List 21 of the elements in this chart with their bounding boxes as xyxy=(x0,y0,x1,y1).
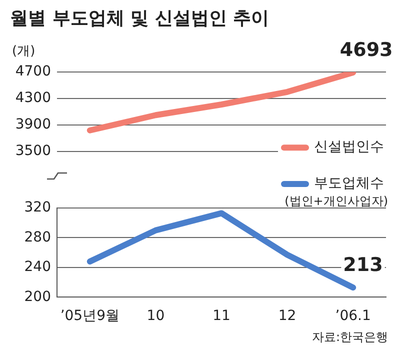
y-tick-label: 3500 xyxy=(15,143,51,160)
x-tick-label: ’06.1 xyxy=(335,308,371,324)
legend-label: 부도업체수 xyxy=(314,176,384,192)
annotation: (법인+개인사업자) xyxy=(284,194,388,208)
y-tick-label: 4300 xyxy=(15,90,51,106)
legend-label: 신설법인수 xyxy=(314,139,384,156)
x-tick-label: ’05년9월 xyxy=(60,308,120,324)
data-label: 213 xyxy=(343,254,383,276)
text: 자료:한국은행 xyxy=(312,330,388,344)
data-label: 4693 xyxy=(340,38,393,61)
chart-title: 월별 부도업체 및 신설법인 추이 xyxy=(9,7,270,31)
y-tick-label: 280 xyxy=(24,229,51,246)
x-tick-label: 12 xyxy=(278,308,296,324)
y-tick-label: 240 xyxy=(24,259,51,276)
x-tick-label: 10 xyxy=(146,308,165,324)
y-tick-label: 4700 xyxy=(15,64,51,80)
y-axis-title: (개) xyxy=(12,44,36,59)
y-tick-label: 200 xyxy=(24,288,51,305)
x-tick-label: 11 xyxy=(212,308,230,324)
y-tick-label: 3900 xyxy=(15,116,51,133)
y-tick-label: 320 xyxy=(24,200,51,216)
